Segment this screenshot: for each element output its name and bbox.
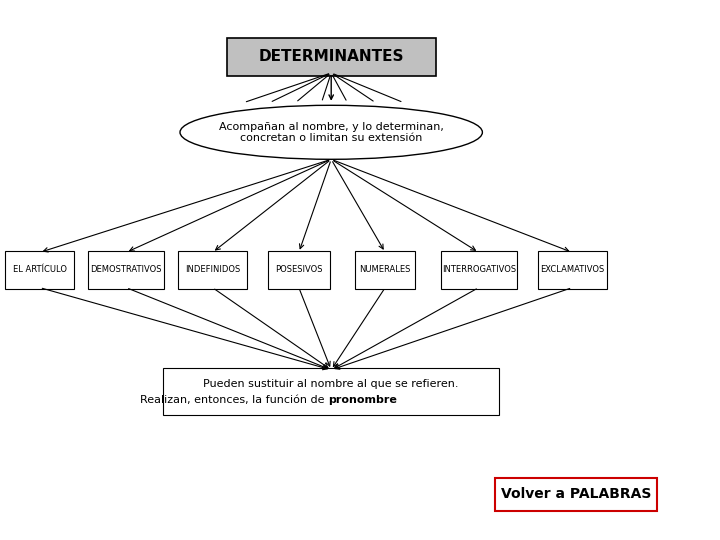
Text: EXCLAMATIVOS: EXCLAMATIVOS xyxy=(540,266,605,274)
FancyBboxPatch shape xyxy=(538,251,607,289)
Text: Volver a PALABRAS: Volver a PALABRAS xyxy=(501,487,651,501)
Text: Pueden sustituir al nombre al que se refieren.: Pueden sustituir al nombre al que se ref… xyxy=(204,379,459,389)
FancyBboxPatch shape xyxy=(441,251,517,289)
Text: DETERMINANTES: DETERMINANTES xyxy=(258,49,404,64)
Text: INTERROGATIVOS: INTERROGATIVOS xyxy=(442,266,516,274)
FancyBboxPatch shape xyxy=(178,251,247,289)
Ellipse shape xyxy=(180,105,482,159)
Text: POSESIVOS: POSESIVOS xyxy=(275,266,323,274)
Text: EL ARTÍCULO: EL ARTÍCULO xyxy=(13,266,66,274)
FancyBboxPatch shape xyxy=(268,251,330,289)
Text: DEMOSTRATIVOS: DEMOSTRATIVOS xyxy=(90,266,162,274)
Text: pronombre: pronombre xyxy=(328,395,397,405)
FancyBboxPatch shape xyxy=(227,38,436,76)
FancyBboxPatch shape xyxy=(495,477,657,511)
Text: INDEFINIDOS: INDEFINIDOS xyxy=(185,266,240,274)
FancyBboxPatch shape xyxy=(5,251,74,289)
Text: NUMERALES: NUMERALES xyxy=(359,266,411,274)
Text: Realizan, entonces, la función de: Realizan, entonces, la función de xyxy=(140,395,328,405)
FancyBboxPatch shape xyxy=(355,251,415,289)
Text: Acompañan al nombre, y lo determinan,
concretan o limitan su extensión: Acompañan al nombre, y lo determinan, co… xyxy=(219,122,444,143)
FancyBboxPatch shape xyxy=(88,251,164,289)
FancyBboxPatch shape xyxy=(163,368,499,415)
